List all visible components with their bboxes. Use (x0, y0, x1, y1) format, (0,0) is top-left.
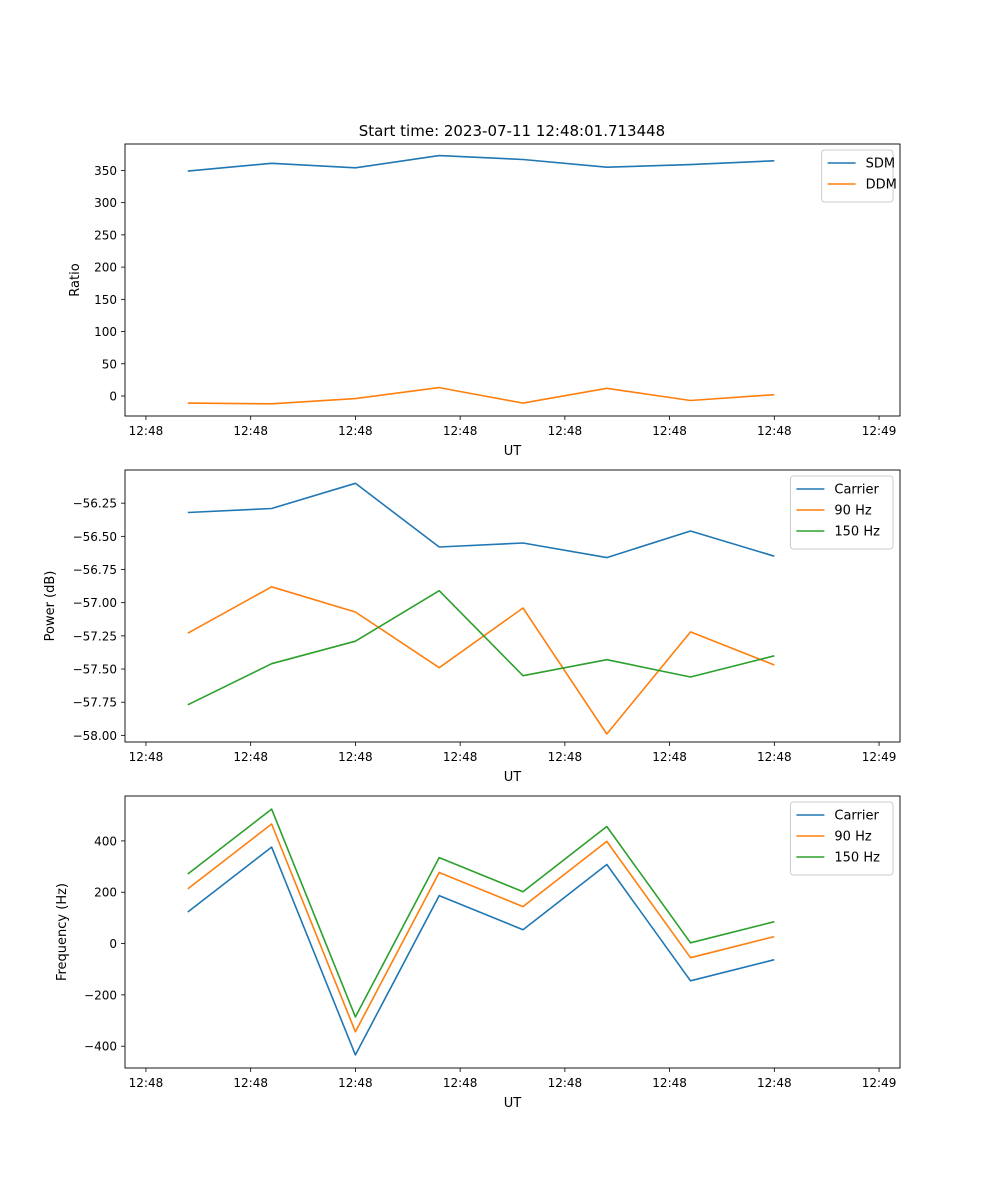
y-tick-label: −57.75 (73, 696, 117, 710)
series-line-90-hz (187, 823, 775, 1033)
y-tick-label: 200 (94, 886, 117, 900)
x-tick-label: 12:48 (338, 424, 373, 438)
x-tick-label: 12:48 (129, 1076, 164, 1090)
x-tick-label: 12:48 (652, 1076, 687, 1090)
x-axis-label: UT (504, 1096, 522, 1111)
legend: Carrier 90 Hz 150 Hz (789, 475, 894, 550)
y-tick-label: −57.00 (73, 596, 117, 610)
x-tick-label: 12:48 (548, 424, 583, 438)
series-line-sdm (187, 154, 775, 172)
series-line-90-hz (187, 585, 775, 735)
subplot-power: 12:48 12:48 12:48 12:48 12:48 12:48 12:48 12:49… (43, 469, 901, 785)
x-tick-label: 12:48 (129, 750, 164, 764)
x-tick-label: 12:48 (443, 424, 478, 438)
series-line-150-hz (187, 808, 775, 1018)
legend: Carrier 90 Hz 150 Hz (789, 801, 894, 876)
legend-label: 90 Hz (834, 504, 871, 519)
x-tick-label: 12:48 (338, 750, 373, 764)
axes-frame (124, 795, 901, 1069)
legend: SDM DDM (821, 149, 897, 203)
y-axis-label: Ratio (68, 263, 83, 296)
series-line-ddm (187, 386, 775, 405)
y-tick-label: 150 (94, 293, 117, 307)
x-tick-label: 12:48 (652, 750, 687, 764)
y-tick-label: −56.75 (73, 563, 117, 577)
x-tick-label: 12:48 (757, 1076, 792, 1090)
y-axis-label: Power (dB) (43, 571, 58, 642)
y-tick-label: 300 (94, 196, 117, 210)
axes-frame (124, 143, 901, 417)
x-tick-label: 12:48 (757, 424, 792, 438)
x-tick-label: 12:48 (652, 424, 687, 438)
series-line-carrier (187, 482, 775, 559)
subplot-frequency: 12:48 12:48 12:48 12:48 12:48 12:48 12:48 12:49… (55, 795, 901, 1111)
legend-label: DDM (866, 178, 897, 193)
x-tick-label: 12:48 (233, 424, 268, 438)
y-tick-label: −400 (84, 1040, 117, 1054)
x-tick-label: 12:48 (548, 750, 583, 764)
y-tick-label: 250 (94, 228, 117, 242)
y-tick-label: −200 (84, 988, 117, 1002)
legend-label: Carrier (834, 809, 879, 824)
x-tick-label: 12:48 (548, 1076, 583, 1090)
y-tick-label: 350 (94, 164, 117, 178)
y-tick-label: 0 (109, 390, 117, 404)
y-tick-label: 200 (94, 261, 117, 275)
series-line-150-hz (187, 589, 775, 706)
x-tick-label: 12:49 (862, 750, 897, 764)
x-tick-label: 12:48 (129, 424, 164, 438)
x-axis-label: UT (504, 770, 522, 785)
legend-label: Carrier (834, 483, 879, 498)
x-tick-label: 12:48 (233, 750, 268, 764)
y-tick-label: −58.00 (73, 729, 117, 743)
legend-label: SDM (866, 157, 895, 172)
y-tick-label: 0 (109, 937, 117, 951)
legend-label: 150 Hz (834, 851, 880, 866)
y-tick-label: −56.50 (73, 530, 117, 544)
series-line-carrier (187, 846, 775, 1056)
y-tick-label: 100 (94, 325, 117, 339)
legend-label: 150 Hz (834, 525, 880, 540)
x-tick-label: 12:48 (757, 750, 792, 764)
x-tick-label: 12:49 (862, 1076, 897, 1090)
x-tick-label: 12:49 (862, 424, 897, 438)
figure-title: Start time: 2023-07-11 12:48:01.713448 (359, 122, 665, 140)
legend-label: 90 Hz (834, 830, 871, 845)
x-tick-label: 12:48 (233, 1076, 268, 1090)
x-tick-label: 12:48 (443, 750, 478, 764)
y-tick-label: −56.25 (73, 497, 117, 511)
y-axis-label: Frequency (Hz) (55, 883, 70, 981)
x-tick-label: 12:48 (443, 1076, 478, 1090)
subplot-ratio: 12:48 12:48 12:48 12:48 12:48 12:48 12:48 12:49… (68, 143, 901, 459)
axes-frame (124, 469, 901, 743)
y-tick-label: −57.50 (73, 663, 117, 677)
x-tick-label: 12:48 (338, 1076, 373, 1090)
y-tick-label: 50 (102, 357, 117, 371)
y-tick-label: 400 (94, 834, 117, 848)
y-tick-label: −57.25 (73, 629, 117, 643)
x-axis-label: UT (504, 444, 522, 459)
